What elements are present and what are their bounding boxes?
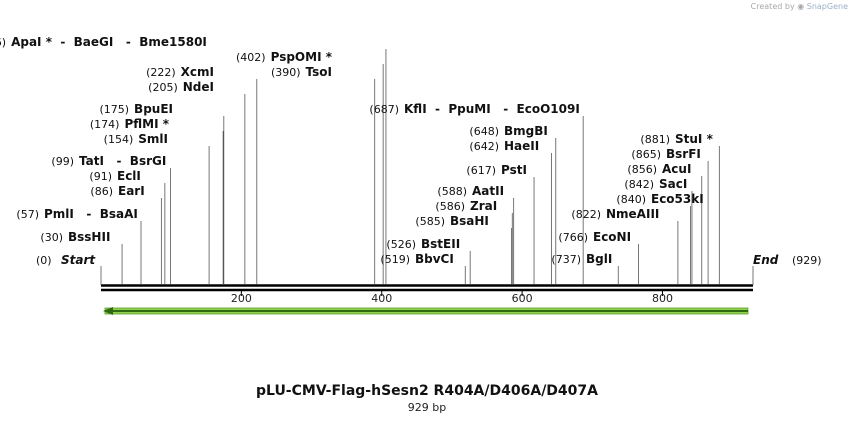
site-position: (174) [90,118,120,131]
scale-tick-label: 400 [371,292,392,305]
site-position: (205) [148,81,178,94]
site-label: AcuI [662,162,691,176]
site-position: (865) [631,148,661,161]
site-label: NdeI [183,80,214,94]
site-label: KflI - PpuMI - EcoO109I [404,102,580,116]
site-label: PstI [501,163,527,177]
site-position: (222) [146,66,176,79]
site-position: (30) [40,231,63,244]
site-position: (390) [271,66,301,79]
site-label: BsaHI [450,214,489,228]
site-position: (585) [415,215,445,228]
end-label: End [753,253,779,267]
site-label: BpuEI [134,102,173,116]
site-position: (526) [386,238,416,251]
feature-arrowhead-icon [103,307,113,315]
site-position: (840) [616,193,646,206]
site-position: (586) [435,200,465,213]
site-label: Eco53kI [651,192,704,206]
site-position: (687) [369,103,399,116]
scale-tick-label: 800 [652,292,673,305]
plasmid-length: 929 bp [407,401,447,414]
site-label: BbvCI [415,252,454,266]
site-label: ZraI [470,199,497,213]
site-position: (99) [51,155,74,168]
site-label: BsrFI [666,147,701,161]
site-label: EcoNI [593,230,631,244]
start-label: Start [61,253,96,267]
watermark-prefix: Created by [750,2,795,11]
site-position: (175) [99,103,129,116]
site-position: (154) [104,133,134,146]
site-position: (642) [469,140,499,153]
site-label: BmgBI [504,124,548,138]
scale-tick-label: 600 [512,292,533,305]
watermark-brand: SnapGene [806,2,848,11]
site-position: (57) [16,208,39,221]
site-label: PflMI * [124,117,169,131]
site-label: BstEII [421,237,460,251]
site-label: ApaI * - BaeGI - Bme1580I [11,35,207,49]
site-position: (737) [551,253,581,266]
site-label: StuI * [675,132,714,146]
plasmid-title: pLU-CMV-Flag-hSesn2 R404A/D406A/D407A [256,383,598,399]
site-position: (402) [236,51,266,64]
site-position: (406) [0,36,6,49]
site-label: SacI [659,177,687,191]
watermark: Created by ◉ SnapGene [751,2,848,11]
site-label: EarI [118,184,145,198]
site-position: (856) [627,163,657,176]
site-label: HaeII [504,139,539,153]
site-label: NmeAIII [606,207,659,221]
site-label: TsoI [306,65,332,79]
site-position: (91) [89,170,112,183]
site-label: SmlI [138,132,168,146]
site-position: (881) [640,133,670,146]
end-position: (929) [792,254,822,267]
site-label: XcmI [181,65,214,79]
site-position: (648) [469,125,499,138]
site-label: AatII [472,184,504,198]
site-position: (842) [624,178,654,191]
site-label: BglI [586,252,612,266]
site-position: (86) [90,185,113,198]
site-position: (519) [380,253,410,266]
site-label: PmlI - BsaAI [44,207,138,221]
site-position: (617) [466,164,496,177]
site-position: (588) [437,185,467,198]
site-position: (822) [571,208,601,221]
scale-tick-label: 200 [231,292,252,305]
site-position: (766) [558,231,588,244]
snapgene-logo-icon: ◉ [797,2,805,11]
site-label: TatI - BsrGI [79,154,166,168]
site-label: BssHII [68,230,110,244]
site-label: PspOMI * [271,50,333,64]
start-position: (0) [36,254,52,267]
site-label: EclI [117,169,141,183]
